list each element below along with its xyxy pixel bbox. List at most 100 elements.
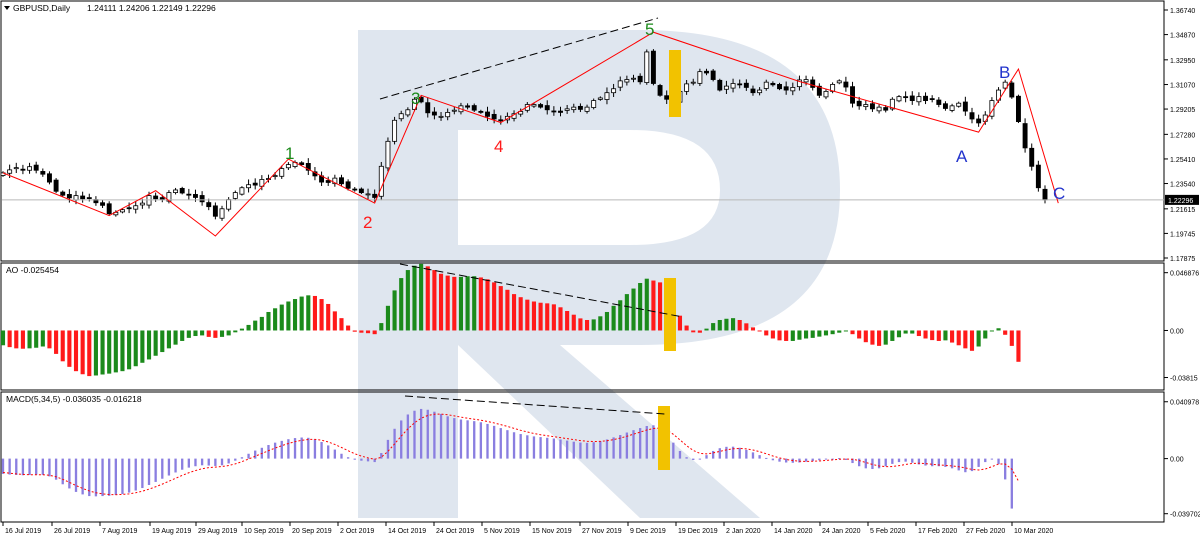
ao-bar [737, 319, 742, 331]
macd-bar [68, 458, 71, 489]
ao-bar [266, 311, 271, 331]
macd-bar [473, 421, 476, 459]
ao-bar [525, 299, 530, 331]
candle [949, 105, 955, 111]
candle [790, 87, 796, 92]
ao-bar [120, 330, 125, 372]
macd-bar [705, 455, 708, 459]
ao-bar [326, 303, 331, 331]
macd-bar [174, 458, 177, 473]
macd-bar [194, 458, 197, 467]
macd-bar [293, 438, 297, 459]
macd-bar [353, 458, 356, 460]
candle [597, 97, 603, 100]
candle [763, 81, 769, 89]
candle [909, 95, 915, 101]
x-tick-label: 5 Nov 2019 [484, 528, 520, 535]
candle [471, 105, 477, 111]
ao-bar [273, 308, 278, 331]
y-tick-label: 0.046876 [1170, 271, 1199, 278]
macd-bar [970, 458, 974, 472]
candle [796, 79, 802, 88]
ao-bar [359, 330, 364, 333]
ao-bar [644, 278, 649, 331]
macd-signal-line [2, 413, 1019, 496]
candle [186, 193, 192, 196]
candle [723, 85, 729, 90]
candle [684, 83, 690, 92]
ao-bar [14, 330, 19, 349]
macd-bar [811, 458, 814, 462]
macd-bar [181, 458, 184, 470]
candle [730, 83, 736, 89]
candle [604, 92, 610, 100]
ao-bar [392, 290, 397, 331]
ao-bar [790, 330, 795, 341]
y-tick-label: 1.34870 [1170, 33, 1195, 40]
y-tick-label: 1.21615 [1170, 207, 1195, 214]
candle [889, 98, 895, 110]
candle [27, 166, 33, 171]
ao-bar [578, 318, 583, 331]
ao-bar [492, 282, 497, 331]
candle [226, 199, 232, 210]
candle [850, 86, 855, 104]
macd-bar [904, 458, 907, 462]
x-tick-label: 14 Jan 2020 [774, 528, 813, 535]
ao-bar [823, 330, 829, 336]
ao-bar [472, 276, 477, 331]
ao-bar [930, 330, 935, 341]
macd-bar [824, 458, 828, 460]
macd-bar [433, 411, 436, 459]
macd-bar [320, 441, 323, 459]
macd-bar [220, 458, 224, 466]
candle [139, 202, 145, 206]
macd-bar [346, 457, 350, 459]
macd-bar [214, 458, 217, 466]
ao-bar [724, 318, 729, 331]
candle [86, 197, 92, 199]
candle [617, 80, 623, 88]
ao-bar [60, 330, 65, 362]
ao-bar [684, 325, 689, 331]
candle [40, 171, 46, 175]
x-tick-label: 2 Oct 2019 [340, 528, 374, 535]
candle [279, 168, 285, 177]
ao-bar [485, 279, 490, 331]
ao-bar [339, 318, 344, 331]
macd-bar [380, 453, 383, 459]
macd-bar [838, 458, 841, 460]
candle [332, 177, 338, 185]
ao-bar [963, 330, 968, 349]
dropdown-triangle-icon[interactable] [4, 6, 10, 10]
candle [239, 187, 245, 195]
ao-bar [518, 297, 523, 331]
ao-bar [591, 319, 596, 331]
candle [378, 165, 384, 197]
ao-bar [498, 286, 503, 331]
macd-bar [638, 428, 642, 459]
ao-bar [7, 330, 12, 348]
candle [285, 164, 291, 169]
macd-bar [559, 439, 562, 459]
macd-bar [313, 439, 317, 459]
candle [1002, 81, 1008, 89]
candle [1015, 95, 1021, 123]
price-axis: 1.36740 1.34870 1.32950 1.31070 1.29205 1.272… [1164, 8, 1200, 519]
candle [810, 79, 816, 88]
macd-bar [652, 425, 655, 459]
price-pane-frame [0, 0, 1165, 262]
ao-bar [651, 280, 656, 331]
candle [60, 191, 66, 196]
candle [358, 188, 364, 193]
x-tick-label: 7 Aug 2019 [102, 528, 138, 535]
macd-bar [400, 420, 403, 459]
macd-bar [526, 435, 529, 459]
y-tick-label: 0.00 [1170, 457, 1184, 464]
candle [173, 189, 179, 193]
ao-bar [538, 302, 543, 331]
candle [451, 109, 457, 112]
macd-bar [101, 458, 104, 497]
ao-bar [239, 328, 244, 331]
y-tick-label: 1.36740 [1170, 8, 1195, 15]
